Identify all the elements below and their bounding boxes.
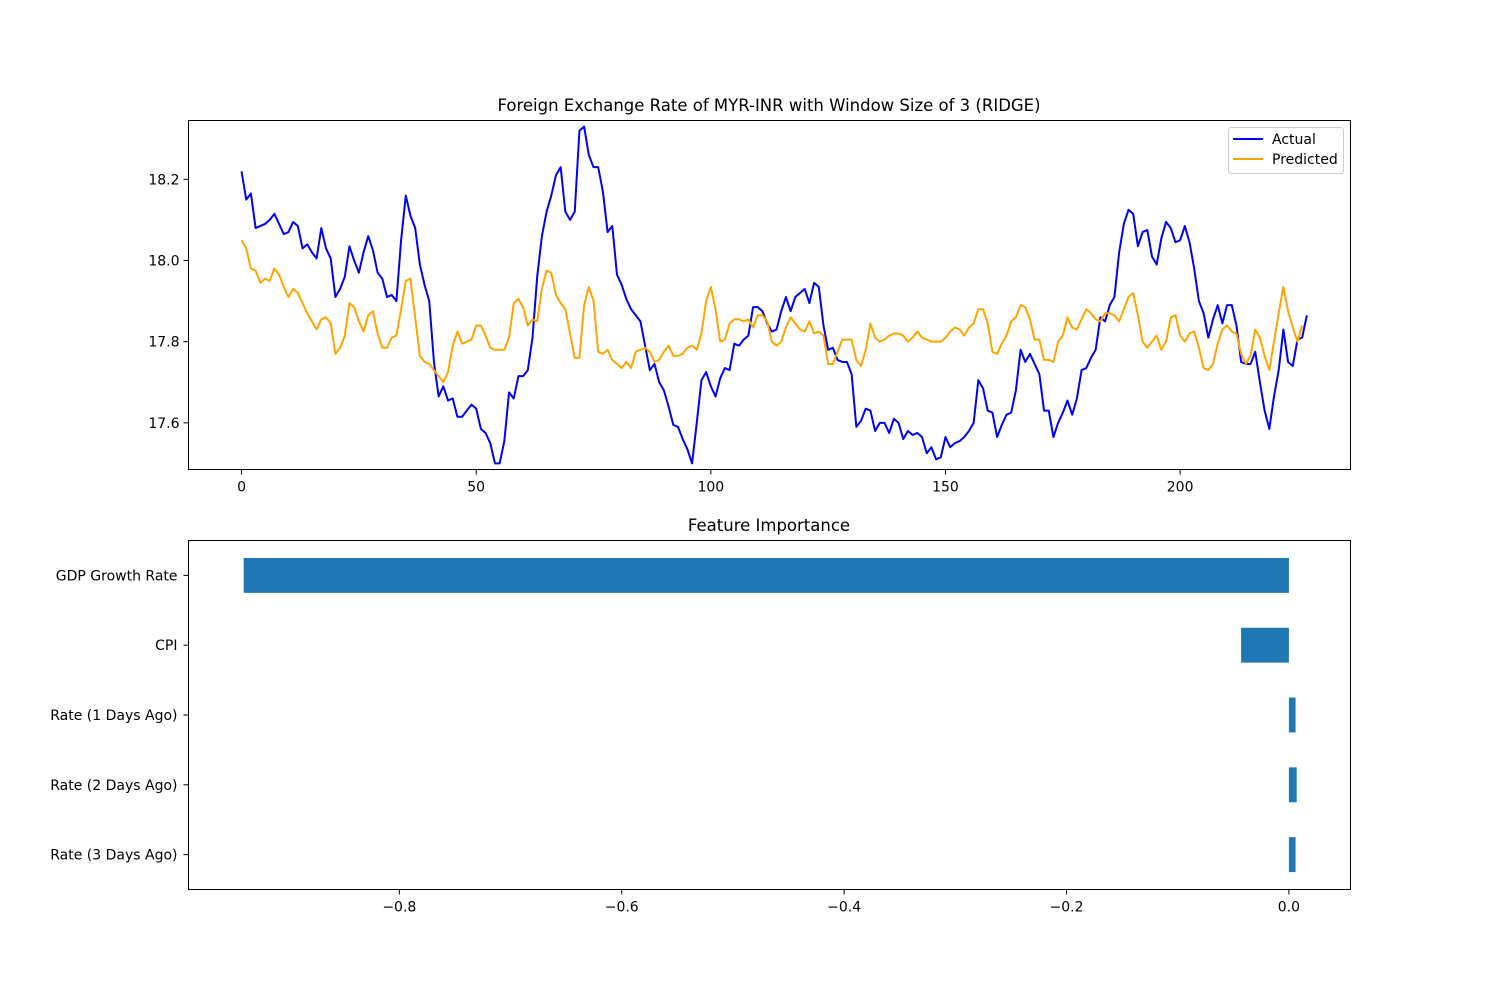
- category-label: CPI: [155, 638, 177, 654]
- bar-plot-area: [243, 557, 1297, 873]
- y-tick-label: 17.6: [148, 416, 179, 432]
- bar-rate-1-days-ago: [1288, 697, 1296, 733]
- x-tick-label: 0: [237, 480, 246, 496]
- bar-chart: Feature Importance −0.8 −0.6 −0.4 −0.2 0.0 G…: [50, 516, 1351, 916]
- series-line-actual: [240, 125, 1308, 465]
- x-tick-label: −0.2: [1050, 900, 1084, 916]
- bar-chart-title: Feature Importance: [688, 516, 850, 535]
- bar-x-axis: −0.8 −0.6 −0.4 −0.2 0.0: [382, 889, 1300, 916]
- series-line-predicted: [240, 239, 1304, 384]
- x-tick-label: −0.4: [827, 900, 861, 916]
- x-tick-label: −0.6: [605, 900, 639, 916]
- bar-cpi: [1241, 627, 1289, 663]
- bar-chart-frame: [188, 540, 1351, 890]
- category-label: GDP Growth Rate: [56, 568, 178, 584]
- y-tick-label: 18.2: [148, 172, 179, 188]
- line-plot-area: [240, 125, 1308, 465]
- line-x-axis: 0 50 100 150 200: [237, 469, 1194, 496]
- line-chart: Foreign Exchange Rate of MYR-INR with Wi…: [148, 96, 1351, 496]
- legend-label-actual: Actual: [1272, 132, 1316, 148]
- x-tick-label: 50: [467, 480, 485, 496]
- bar-y-axis: GDP Growth Rate CPI Rate (1 Days Ago) Rate …: [50, 568, 189, 864]
- category-label: Rate (3 Days Ago): [50, 848, 177, 864]
- x-tick-label: 0.0: [1278, 900, 1300, 916]
- y-tick-label: 18.0: [148, 254, 179, 270]
- line-y-axis: 17.6 17.8 18.0 18.2: [148, 172, 189, 432]
- legend-label-predicted: Predicted: [1272, 152, 1338, 168]
- category-label: Rate (1 Days Ago): [50, 708, 177, 724]
- legend: Actual Predicted: [1228, 127, 1344, 174]
- line-chart-title: Foreign Exchange Rate of MYR-INR with Wi…: [497, 96, 1040, 115]
- bar-rate-2-days-ago: [1288, 767, 1297, 803]
- x-tick-label: −0.8: [382, 900, 416, 916]
- bar-gdp-growth-rate: [243, 557, 1289, 593]
- x-tick-label: 200: [1167, 480, 1194, 496]
- x-tick-label: 100: [697, 480, 724, 496]
- x-tick-label: 150: [932, 480, 959, 496]
- y-tick-label: 17.8: [148, 335, 179, 351]
- line-chart-frame: [188, 120, 1351, 470]
- category-label: Rate (2 Days Ago): [50, 778, 177, 794]
- bar-rate-3-days-ago: [1288, 837, 1296, 873]
